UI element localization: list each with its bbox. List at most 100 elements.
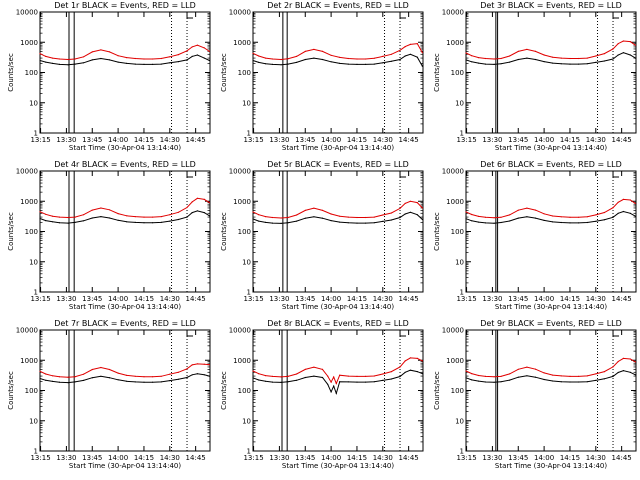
data-point-lld bbox=[517, 50, 519, 53]
data-point-events bbox=[271, 381, 274, 383]
data-point-events bbox=[39, 59, 41, 62]
data-point-events bbox=[382, 62, 384, 64]
data-point-lld bbox=[509, 55, 511, 57]
data-point-lld bbox=[74, 216, 76, 218]
plot-frame bbox=[252, 329, 424, 452]
data-point-events bbox=[629, 212, 631, 214]
y-tick-label: 1000 bbox=[446, 198, 464, 206]
data-point-events bbox=[304, 217, 306, 219]
y-tick-label: 10 bbox=[455, 258, 464, 266]
data-point-events bbox=[365, 63, 367, 65]
data-point-events bbox=[612, 216, 614, 218]
data-point-events bbox=[595, 61, 597, 64]
data-point-events bbox=[169, 62, 171, 64]
data-point-events bbox=[58, 63, 61, 65]
y-tick-label: 10000 bbox=[229, 168, 251, 176]
data-point-lld bbox=[177, 54, 179, 56]
y-axis-label: Counts/sec bbox=[7, 212, 15, 251]
data-point-events bbox=[382, 220, 384, 222]
data-point-lld bbox=[203, 363, 205, 365]
x-tick-label: 13:30 bbox=[269, 136, 289, 144]
data-point-events bbox=[509, 220, 511, 222]
y-tick-label: 10 bbox=[29, 417, 38, 425]
data-point-lld bbox=[258, 214, 260, 216]
data-point-lld bbox=[108, 209, 111, 211]
x-tick-label: 14:30 bbox=[373, 136, 393, 144]
data-point-events bbox=[404, 213, 406, 215]
data-point-lld bbox=[100, 366, 102, 369]
data-point-events bbox=[191, 212, 193, 214]
x-tick-label: 14:15 bbox=[560, 454, 580, 462]
data-point-events bbox=[203, 374, 205, 376]
y-tick-label: 1000 bbox=[20, 198, 38, 206]
y-tick-label: 1 bbox=[460, 130, 464, 138]
y-tick-label: 10000 bbox=[16, 168, 38, 176]
data-point-lld bbox=[421, 52, 423, 54]
data-point-events bbox=[108, 377, 111, 379]
data-point-lld bbox=[465, 370, 467, 372]
data-point-events bbox=[196, 54, 198, 56]
data-point-lld bbox=[509, 373, 511, 375]
data-point-events bbox=[67, 222, 69, 224]
y-tick-label: 10 bbox=[455, 417, 464, 425]
data-point-events bbox=[526, 375, 528, 377]
series-line-lld bbox=[39, 363, 210, 378]
x-tick-label: 14:30 bbox=[586, 136, 606, 144]
series-line-lld bbox=[252, 43, 423, 61]
data-point-lld bbox=[177, 211, 179, 213]
data-point-lld bbox=[478, 57, 480, 59]
data-point-lld bbox=[390, 212, 392, 214]
y-tick-label: 1000 bbox=[233, 357, 251, 365]
data-point-lld bbox=[252, 370, 254, 372]
y-tick-label: 10000 bbox=[16, 9, 38, 17]
data-point-lld bbox=[330, 54, 332, 56]
data-point-lld bbox=[617, 43, 619, 45]
data-point-lld bbox=[578, 375, 580, 377]
data-point-lld bbox=[347, 375, 349, 377]
data-point-lld bbox=[100, 207, 102, 209]
x-tick-label: 14:15 bbox=[347, 295, 367, 303]
panel-title: Det 7r BLACK = Events, RED = LLD bbox=[54, 319, 196, 328]
x-tick-label: 14:00 bbox=[534, 295, 554, 303]
data-point-lld bbox=[100, 49, 102, 51]
data-point-lld bbox=[287, 375, 289, 377]
data-point-events bbox=[373, 381, 375, 383]
data-point-lld bbox=[603, 371, 606, 373]
data-point-lld bbox=[321, 368, 324, 370]
data-point-events bbox=[543, 61, 545, 63]
data-point-lld bbox=[493, 376, 495, 378]
data-point-lld bbox=[186, 50, 188, 52]
data-point-events bbox=[186, 216, 188, 218]
data-point-lld bbox=[484, 375, 487, 377]
x-axis-label: Start Time (30-Apr-04 13:14:40) bbox=[282, 303, 394, 311]
data-point-events bbox=[100, 375, 102, 377]
data-point-lld bbox=[304, 368, 306, 370]
data-point-lld bbox=[117, 372, 119, 374]
data-point-lld bbox=[595, 373, 597, 375]
data-point-events bbox=[280, 381, 282, 383]
data-point-lld bbox=[203, 198, 205, 200]
y-tick-label: 10000 bbox=[16, 327, 38, 335]
data-point-events bbox=[321, 217, 324, 219]
data-point-events bbox=[160, 381, 162, 383]
data-point-events bbox=[586, 221, 588, 224]
data-point-events bbox=[134, 381, 136, 383]
data-point-lld bbox=[399, 207, 401, 209]
data-point-events bbox=[117, 379, 119, 381]
data-point-events bbox=[500, 221, 502, 224]
data-point-lld bbox=[382, 214, 384, 216]
data-point-events bbox=[404, 55, 406, 57]
data-point-lld bbox=[58, 376, 61, 378]
data-point-events bbox=[484, 63, 487, 65]
data-point-lld bbox=[347, 216, 349, 218]
data-point-events bbox=[91, 377, 93, 379]
data-point-events bbox=[465, 218, 467, 220]
data-point-lld bbox=[296, 214, 298, 216]
data-point-lld bbox=[160, 375, 162, 377]
panel-title: Det 5r BLACK = Events, RED = LLD bbox=[267, 160, 409, 169]
y-tick-label: 10000 bbox=[442, 327, 464, 335]
data-point-lld bbox=[409, 200, 411, 202]
data-point-events bbox=[347, 222, 349, 224]
data-point-lld bbox=[271, 58, 274, 60]
saa-interval-box bbox=[281, 329, 288, 452]
